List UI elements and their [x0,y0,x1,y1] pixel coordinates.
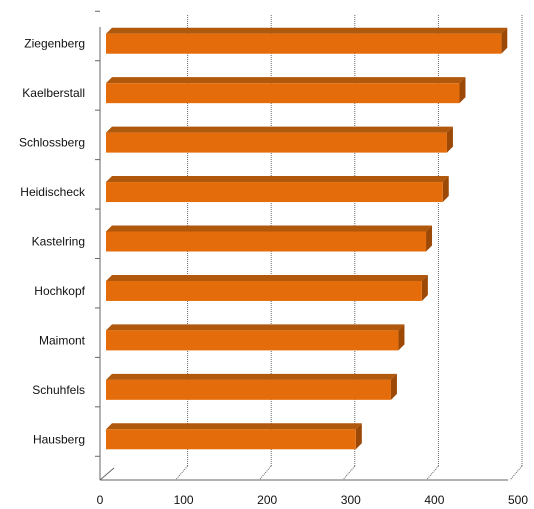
gridlines [95,10,523,481]
x-tick-label: 100 [174,493,194,507]
bar-top-face [106,324,405,331]
bar-side-face [442,176,449,203]
gridline-floor [426,465,439,481]
bar-side-face [446,126,453,153]
category-label: Maimont [39,333,86,347]
bar-top-face [106,126,453,133]
category-labels: Ziegenberg Kaelberstall Schlossberg Heidisc… [19,37,86,447]
bar-side-face [421,274,428,301]
x-tick-label: 200 [257,493,277,507]
bar-front-face [106,132,447,153]
gridline-floor [175,465,188,481]
bar-front-face [106,231,427,252]
bar-front-face [106,83,460,104]
bar-top-face [106,225,433,232]
bar-side-face [355,423,362,450]
category-label: Hausberg [33,432,85,446]
bar-front-face [106,280,422,301]
bar-front-face [106,33,502,54]
gridline-floor [509,465,523,481]
category-label: Kaelberstall [22,86,85,100]
category-label: Schlossberg [19,136,85,150]
bar-top-face [106,77,466,84]
category-label: Kastelring [32,235,85,249]
x-tick-label: 500 [508,493,528,507]
bar [106,27,508,54]
floor-depth-line [99,467,115,481]
category-label: Schuhfels [32,383,85,397]
bar-side-face [426,225,433,252]
x-tick-label: 0 [97,493,104,507]
bar [106,324,405,351]
bar-top-face [106,373,397,380]
bar-top-face [106,423,362,430]
category-label: Ziegenberg [24,37,85,51]
bar-side-face [501,27,508,54]
category-label: Heidischeck [20,185,86,199]
bar-side-face [398,324,405,351]
bars [106,27,508,450]
bar-top-face [106,274,428,281]
bar [106,77,466,104]
x-tick-label: 300 [341,493,361,507]
bar-side-face [459,77,466,104]
gridline-floor [258,465,272,481]
bar [106,274,428,301]
gridline-floor [342,465,356,481]
bar [106,373,397,400]
x-tick-label: 400 [424,493,444,507]
bar-side-face [390,373,397,400]
category-label: Hochkopf [34,284,85,298]
bar-top-face [106,176,449,183]
bar-front-face [106,429,356,450]
bar-front-face [106,182,443,203]
bar-front-face [106,330,399,351]
bar-front-face [106,379,391,400]
bar [106,176,449,203]
bar [106,126,453,153]
x-tick-labels: 0 100 200 300 400 500 [97,493,529,507]
bar [106,225,433,252]
bar-top-face [106,27,508,34]
bar [106,423,362,450]
